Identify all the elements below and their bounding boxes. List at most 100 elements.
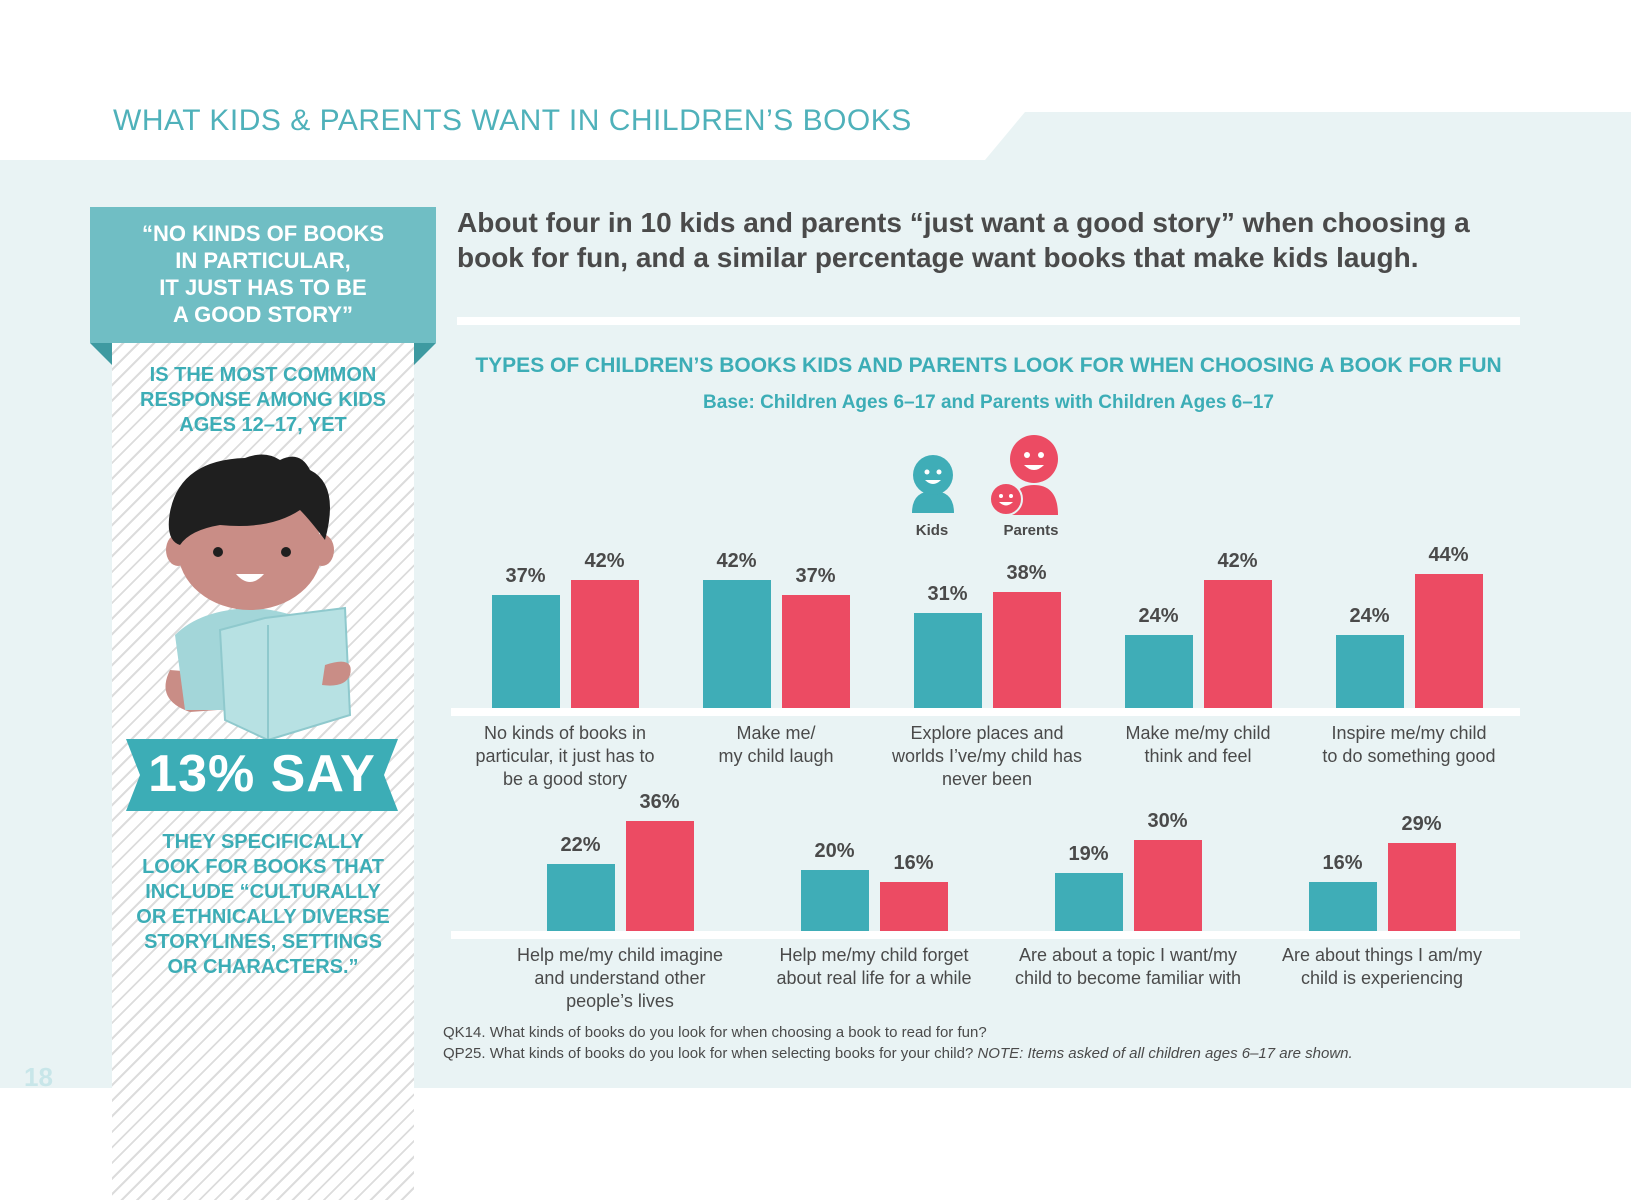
bar-kids [1308,882,1377,931]
bar-kids [546,863,615,931]
bar-parents [879,882,948,931]
data-label-parents: 42% [1217,549,1258,572]
data-label-kids: 20% [814,840,855,862]
parents-icon-child-eye [999,494,1003,498]
bar-parents [1203,579,1272,708]
category-label-line: Inspire me/my child [1331,723,1487,743]
stat-banner-shape [126,739,398,811]
footnote-q2-note: NOTE: Items asked of all children ages 6… [977,1045,1353,1062]
bar-kids [800,870,869,931]
data-label-parents: 37% [795,565,836,588]
outro-line: INCLUDE “CULTURALLY [145,881,381,903]
category-label: Are about things I am/my child is experie… [1255,944,1509,990]
category-label-line: child is experiencing [1300,968,1464,988]
category-label-line: Make me/my child [1125,723,1271,743]
category-label-line: and understand other [534,968,706,988]
ribbon-fold-right [414,343,436,365]
bar-kids [1335,634,1404,708]
data-label-kids: 19% [1068,843,1109,866]
outro-line: LOOK FOR BOOKS THAT [142,856,384,878]
sidebar-quote: “NO KINDS OF BOOKS IN PARTICULAR, IT JUS… [96,220,430,328]
kids-icon-eye [924,469,930,475]
bar-parents [1414,573,1483,708]
category-label-line: never been [941,769,1033,789]
headline: About four in 10 kids and parents “just … [457,207,1470,273]
quote-line: IN PARTICULAR, [175,248,351,273]
category-label-line: Are about a topic I want/my [1018,945,1238,965]
parents-icon-eye [1038,452,1044,458]
outro-line: STORYLINES, SETTINGS [144,931,382,953]
category-label-line: Make me/ [736,723,816,743]
boy-ear [310,534,334,566]
bar-kids [702,579,771,708]
data-label-parents: 42% [584,549,625,572]
chart-subtitle: Base: Children Ages 6–17 and Parents wit… [703,392,1274,413]
footnote-q1: QK14. What kinds of books do you look fo… [443,1024,987,1041]
page-title: WHAT KIDS & PARENTS WANT IN CHILDREN’S B… [113,104,912,137]
page-number: 18 [24,1062,53,1092]
data-label-kids: 16% [1322,852,1363,875]
kids-icon [912,455,954,513]
boy-smile [236,574,264,582]
legend-parents: Parents [1003,522,1059,539]
category-label-line: be a good story [502,769,628,789]
parents-icon-head [1010,435,1058,483]
outro-line: THEY SPECIFICALLY [162,831,364,853]
category-label: Inspire me/my child to do something good [1304,722,1514,768]
bar-parents [570,579,639,708]
category-label: Make me/my child think and feel [1093,722,1303,768]
boy-reading-illustration [165,454,352,742]
category-label-line: my child laugh [718,746,834,766]
data-label-parents: 30% [1147,809,1188,832]
bar-parents [1133,839,1202,931]
quote-line: A GOOD STORY” [172,302,354,327]
category-label-line: think and feel [1144,746,1252,766]
footnote-q2: QP25. What kinds of books do you look fo… [443,1045,1353,1062]
ribbon-fold-left [90,343,112,365]
quote-line: “NO KINDS OF BOOKS [141,221,384,246]
kids-icon-eye [936,469,942,475]
bar-kids [1124,634,1193,708]
book-icon [218,606,352,742]
category-label: Help me/my child imagine and understand o… [493,944,747,1013]
outro-line: OR CHARACTERS.” [167,956,359,978]
bar-kids [1054,873,1123,931]
legend-kids: Kids [915,522,949,539]
category-label-line: Help me/my child forget [779,945,969,965]
intro-line: RESPONSE AMONG KIDS [140,389,386,411]
bar-kids [491,595,560,708]
sidebar-intro: IS THE MOST COMMON RESPONSE AMONG KIDS A… [112,363,414,438]
data-label-kids: 42% [716,549,757,572]
category-label-line: people’s lives [566,991,674,1011]
bar-kids [913,613,982,708]
axis-row-2 [451,931,1520,939]
data-label-parents: 36% [639,791,680,814]
stat-value: 13% SAY [148,745,376,803]
data-label-kids: 22% [560,833,601,856]
sidebar-outro: THEY SPECIFICALLY LOOK FOR BOOKS THAT IN… [112,830,414,980]
bar-parents [1387,842,1456,931]
quote-box [90,207,436,343]
parents-icon-eye [1024,452,1030,458]
data-label-kids: 31% [927,583,968,606]
parents-icon [990,435,1058,516]
boy-ear [166,534,190,566]
kids-icon-body [912,491,954,513]
category-label-line: Explore places and [910,723,1064,743]
data-label-parents: 38% [1006,562,1047,585]
panel-tab [975,112,1631,172]
category-label-line: child to become familiar with [1014,968,1242,988]
quote-line: IT JUST HAS TO BE [159,275,367,300]
category-label: Make me/my child laugh [671,722,881,768]
boy-hand-right [322,661,351,686]
category-label-line: about real life for a while [776,968,972,988]
data-label-parents: 29% [1401,812,1442,835]
kids-icon-smile [925,480,941,484]
data-label-kids: 37% [505,565,546,588]
data-label-kids: 24% [1349,604,1390,627]
category-label: Are about a topic I want/my child to beco… [1001,944,1255,990]
boy-hair [168,454,330,545]
category-label-line: Help me/my child imagine [516,945,724,965]
parents-icon-smile [1024,465,1044,470]
category-label-line: particular, it just has to [475,746,655,766]
